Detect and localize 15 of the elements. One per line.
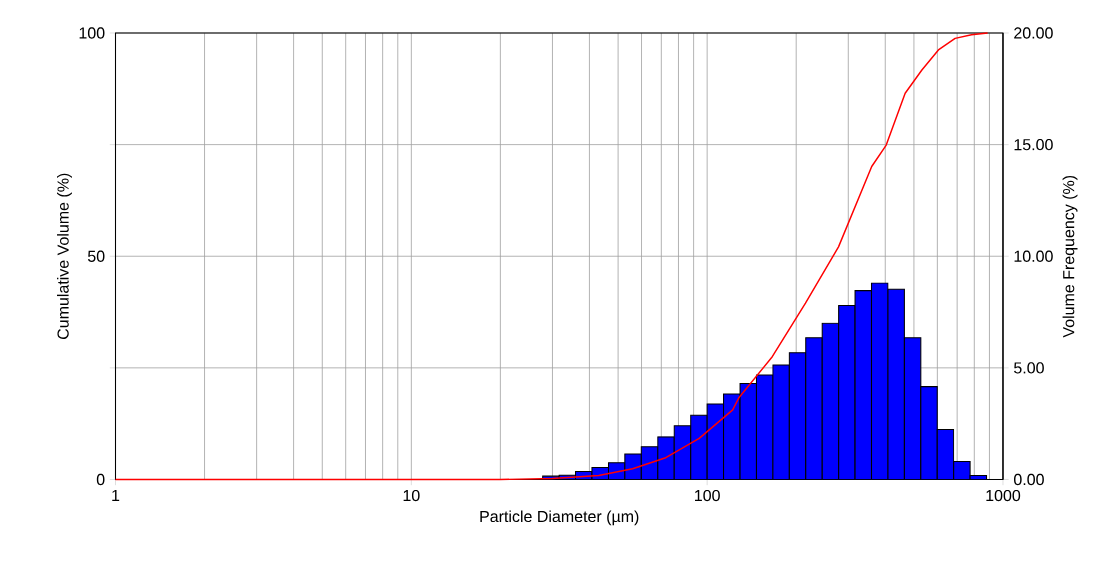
x-tick-label: 1	[112, 489, 120, 501]
y-tick-label: 100	[79, 27, 105, 39]
y-tick-label: 50	[87, 250, 105, 262]
y-axis-title: Cumulative Volume (%)	[57, 173, 72, 340]
x-axis-title: Particle Diameter (µm)	[480, 510, 639, 526]
y2-tick-label: 20.00	[1014, 27, 1053, 39]
y2-tick-label: 5.00	[1014, 362, 1044, 374]
y2-tick-label: 0.00	[1014, 473, 1044, 486]
y-tick-label: 0	[96, 473, 105, 486]
y2-tick-label: 10.00	[1014, 250, 1053, 262]
x-tick-label: 1000	[986, 489, 1021, 502]
x-tick-label: 100	[695, 489, 720, 502]
x-tick-label: 10	[403, 489, 420, 502]
y2-tick-label: 15.00	[1014, 138, 1053, 151]
y2-axis-title: Volume Frequency (%)	[1062, 175, 1078, 338]
